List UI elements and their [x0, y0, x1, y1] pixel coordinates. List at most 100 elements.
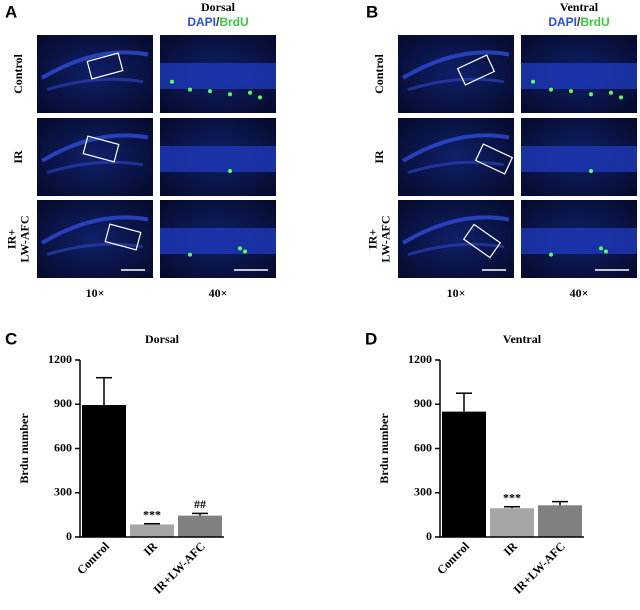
- tissue-layer: [407, 77, 505, 92]
- panel-letter: B: [366, 2, 378, 21]
- y-axis-label: Brdu number: [17, 413, 31, 484]
- granule-band: [160, 63, 276, 89]
- stain-part: BrdU: [580, 15, 609, 29]
- bar: [178, 515, 222, 537]
- brdu-cell: [228, 169, 232, 174]
- panel-letter: C: [5, 329, 17, 348]
- y-tick-label: 1200: [408, 352, 432, 366]
- brdu-cell: [531, 79, 535, 84]
- x-tick-label: Control: [434, 539, 472, 577]
- tissue-layer: [40, 50, 149, 80]
- tissue-layer: [407, 242, 505, 257]
- region-title: Dorsal: [201, 0, 236, 14]
- region-title: Ventral: [560, 0, 599, 14]
- significance: ***: [143, 507, 161, 521]
- panel-letter: A: [5, 2, 17, 21]
- x-tick-label: IR+LW-AFC: [151, 539, 208, 596]
- row-label: IR: [372, 150, 386, 164]
- y-tick-label: 600: [414, 440, 432, 454]
- row-label: Control: [11, 53, 25, 93]
- zoom-box: [456, 54, 496, 86]
- brdu-cell: [619, 95, 623, 100]
- y-tick-label: 600: [54, 440, 72, 454]
- micrograph: [37, 35, 153, 113]
- row-label: LW-AFC: [378, 215, 392, 262]
- brdu-cell: [243, 249, 247, 254]
- row-label: IR+: [365, 229, 379, 249]
- x-tick-label: IR: [501, 539, 521, 559]
- brdu-cell: [589, 169, 593, 174]
- brdu-cell: [599, 246, 603, 251]
- brdu-cell: [228, 92, 232, 97]
- granule-band: [521, 228, 637, 254]
- brdu-cell: [188, 252, 192, 257]
- y-tick-label: 300: [54, 485, 72, 499]
- row-label: IR: [11, 150, 25, 164]
- significance: ***: [503, 491, 521, 505]
- brdu-cell: [549, 87, 553, 92]
- bar: [538, 505, 582, 537]
- x-tick-label: IR: [141, 539, 161, 559]
- chart-title: Dorsal: [145, 332, 180, 346]
- chart-title: Ventral: [503, 332, 542, 346]
- y-axis-label: Brdu number: [377, 413, 391, 484]
- granule-band: [521, 146, 637, 172]
- y-tick-label: 0: [426, 529, 432, 543]
- zoom-box: [104, 223, 142, 251]
- brdu-cell: [238, 246, 242, 251]
- brdu-cell: [170, 79, 174, 84]
- stain-part: BrdU: [219, 15, 248, 29]
- row-label: LW-AFC: [17, 215, 31, 262]
- brdu-cell: [258, 95, 262, 100]
- tissue-layer: [46, 77, 144, 92]
- brdu-cell: [569, 89, 573, 94]
- y-tick-label: 900: [54, 396, 72, 410]
- zoom-box: [82, 135, 120, 163]
- stain-label: DAPI/BrdU: [548, 15, 609, 29]
- y-tick-label: 1200: [48, 352, 72, 366]
- column-label: 40×: [570, 286, 589, 300]
- granule-band: [521, 63, 637, 89]
- stain-part: DAPI: [548, 15, 577, 29]
- x-tick-label: Control: [74, 539, 112, 577]
- x-tick-label: IR+LW-AFC: [511, 539, 568, 596]
- tissue-layer: [46, 242, 144, 257]
- tissue-layer: [401, 215, 510, 245]
- micrograph: [398, 35, 514, 113]
- bar: [490, 508, 534, 537]
- row-label: Control: [372, 53, 386, 93]
- stain-part: /: [216, 15, 220, 29]
- tissue-layer: [46, 160, 144, 175]
- micrograph: [37, 200, 153, 278]
- y-tick-label: 900: [414, 396, 432, 410]
- y-tick-label: 0: [66, 529, 72, 543]
- significance: ##: [194, 497, 206, 511]
- granule-band: [160, 228, 276, 254]
- zoom-box: [462, 223, 502, 259]
- tissue-layer: [407, 160, 505, 175]
- y-tick-label: 300: [414, 485, 432, 499]
- bar: [82, 404, 126, 537]
- row-label: IR+: [4, 229, 18, 249]
- brdu-cell: [549, 252, 553, 257]
- column-label: 10×: [447, 286, 466, 300]
- brdu-cell: [208, 89, 212, 94]
- micrograph: [398, 200, 514, 278]
- column-label: 10×: [86, 286, 105, 300]
- zoom-box: [86, 52, 124, 80]
- brdu-cell: [589, 92, 593, 97]
- bar: [130, 524, 174, 537]
- micrograph: [398, 118, 514, 196]
- granule-band: [160, 146, 276, 172]
- tissue-layer: [40, 215, 149, 245]
- column-label: 40×: [209, 286, 228, 300]
- brdu-cell: [248, 90, 252, 95]
- brdu-cell: [604, 249, 608, 254]
- tissue-layer: [401, 133, 510, 163]
- stain-part: DAPI: [187, 15, 216, 29]
- brdu-cell: [609, 90, 613, 95]
- stain-label: DAPI/BrdU: [187, 15, 248, 29]
- brdu-cell: [188, 87, 192, 92]
- zoom-box: [474, 143, 514, 175]
